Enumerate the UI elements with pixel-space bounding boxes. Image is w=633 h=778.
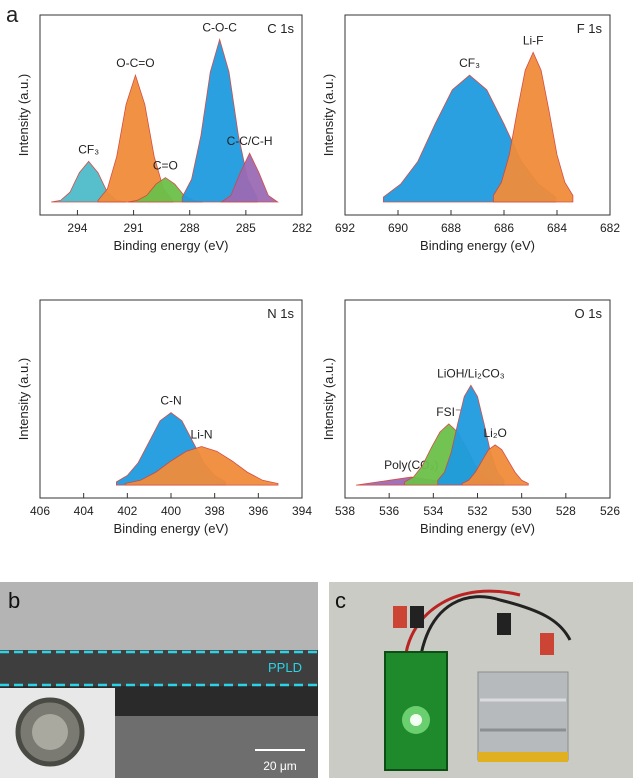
x-tick-label: 394: [292, 504, 312, 518]
x-tick-label: 282: [292, 221, 312, 235]
scale-bar-label: 20 μm: [263, 759, 297, 773]
peak-label: C-C/C-H: [227, 134, 273, 148]
x-tick-label: 294: [67, 221, 87, 235]
peak-label: C-N: [160, 394, 181, 408]
x-tick-label: 536: [379, 504, 399, 518]
x-tick-label: 692: [335, 221, 355, 235]
peak-label: CF₃: [78, 142, 99, 156]
x-tick-label: 404: [74, 504, 94, 518]
x-axis-title: Binding energy (eV): [420, 238, 535, 253]
panel-letter: b: [8, 588, 20, 613]
y-axis-title: Intensity (a.u.): [16, 74, 31, 156]
peak-label: C=O: [153, 159, 178, 173]
chart-title: F 1s: [577, 21, 603, 36]
x-axis-title: Binding energy (eV): [420, 521, 535, 536]
xps-chart: CF₃ O-C=O C=O C-O-C C-C/C-H 294 291 288 285 282 Bi…: [16, 14, 312, 253]
chart-title: N 1s: [267, 306, 294, 321]
x-tick-label: 682: [600, 221, 620, 235]
peak-area: [461, 444, 529, 486]
x-tick-label: 532: [467, 504, 487, 518]
x-tick-label: 406: [30, 504, 50, 518]
y-axis-title: Intensity (a.u.): [321, 74, 336, 156]
peak-label: O-C=O: [116, 56, 154, 70]
x-tick-label: 396: [248, 504, 268, 518]
x-tick-label: 684: [547, 221, 567, 235]
peak-label: Li-N: [191, 427, 213, 441]
y-axis-title: Intensity (a.u.): [321, 358, 336, 440]
peak-label: Li-F: [523, 33, 544, 47]
x-axis-title: Binding energy (eV): [114, 521, 229, 536]
x-tick-label: 534: [423, 504, 443, 518]
peak-label: FSI⁻: [436, 405, 461, 419]
x-tick-label: 538: [335, 504, 355, 518]
peak-area: [220, 152, 279, 203]
plot-frame: [344, 14, 611, 216]
peak-label: CF₃: [459, 56, 480, 70]
plot-frame: [39, 14, 303, 216]
band-label: PPLD: [268, 660, 302, 675]
x-tick-label: 285: [236, 221, 256, 235]
xps-chart: C-N Li-N 406 404 402 400 398 396 394 Binding ener…: [16, 299, 312, 536]
sem-image: 20 μm PPLD: [0, 582, 318, 778]
x-tick-label: 288: [180, 221, 200, 235]
peak-label: LiOH/Li₂CO₃: [437, 366, 505, 380]
x-tick-label: 398: [205, 504, 225, 518]
x-tick-label: 291: [124, 221, 144, 235]
x-tick-label: 690: [388, 221, 408, 235]
peak-label: Li₂O: [483, 426, 506, 440]
device-photo: [329, 582, 633, 778]
x-tick-label: 528: [556, 504, 576, 518]
chart-title: O 1s: [575, 306, 603, 321]
x-tick-label: 686: [494, 221, 514, 235]
x-tick-label: 688: [441, 221, 461, 235]
x-tick-label: 530: [512, 504, 532, 518]
panel-letter: a: [6, 2, 19, 27]
x-tick-label: 400: [161, 504, 181, 518]
peak-label: C-O-C: [202, 20, 237, 34]
peak-area: [124, 446, 279, 486]
x-axis-title: Binding energy (eV): [114, 238, 229, 253]
peak-area: [493, 51, 574, 203]
x-tick-label: 526: [600, 504, 620, 518]
chart-title: C 1s: [267, 21, 294, 36]
xps-chart: CF₃ Li-F 692 690 688 686 684 682 Binding energy …: [321, 14, 620, 253]
y-axis-title: Intensity (a.u.): [16, 358, 31, 440]
panel-letter: c: [335, 588, 346, 613]
x-tick-label: 402: [117, 504, 137, 518]
